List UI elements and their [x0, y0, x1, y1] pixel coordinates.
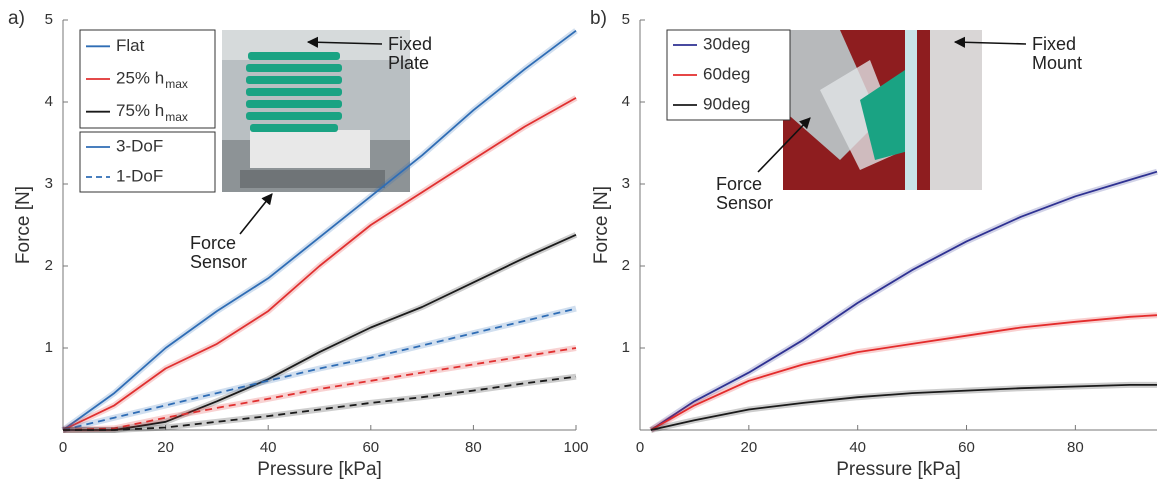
- y-tick-label: 5: [622, 11, 630, 28]
- photo-a: [222, 30, 410, 192]
- series-line: [63, 375, 577, 431]
- legend-label: 3-DoF: [116, 136, 163, 155]
- x-tick-label: 40: [260, 439, 277, 456]
- x-tick-label: 60: [958, 439, 975, 456]
- annotation-arrow: [757, 117, 811, 173]
- x-axis-label: Pressure [kPa]: [257, 459, 382, 480]
- y-tick-label: 3: [45, 175, 53, 192]
- legend-label: 90deg: [703, 94, 750, 113]
- legend-label: 30deg: [703, 34, 750, 53]
- x-tick-label: 0: [636, 439, 644, 456]
- x-tick-label: 80: [465, 439, 482, 456]
- y-tick-label: 2: [45, 257, 53, 274]
- y-tick-label: 4: [45, 93, 53, 110]
- annotation: Mount: [1032, 53, 1082, 73]
- series-line: [62, 29, 577, 431]
- annotation: Force: [190, 233, 236, 253]
- legend-subscript: max: [165, 110, 188, 124]
- panel-label: b): [590, 8, 607, 29]
- legend-label: 60deg: [703, 64, 750, 83]
- legend-label: 1-DoF: [116, 166, 163, 185]
- annotation: Fixed: [1032, 34, 1076, 54]
- legend-subscript: max: [165, 77, 188, 91]
- annotation-arrow: [239, 193, 273, 235]
- x-tick-label: 20: [157, 439, 174, 456]
- annotation: Force: [716, 174, 762, 194]
- y-tick-label: 1: [45, 339, 53, 356]
- x-axis-label: Pressure [kPa]: [836, 459, 961, 480]
- y-tick-label: 2: [622, 257, 630, 274]
- annotation: Sensor: [190, 252, 247, 272]
- y-axis-label: Force [N]: [591, 186, 612, 264]
- photo-b: [783, 30, 982, 190]
- series-line: [62, 347, 577, 431]
- annotation-arrow: [953, 36, 1027, 48]
- series-line: [650, 314, 1158, 431]
- x-tick-label: 60: [362, 439, 379, 456]
- annotation: Fixed: [388, 34, 432, 54]
- annotation: Sensor: [716, 193, 773, 213]
- y-axis-label: Force [N]: [13, 186, 34, 264]
- x-tick-label: 40: [849, 439, 866, 456]
- y-tick-label: 5: [45, 11, 53, 28]
- x-tick-label: 0: [59, 439, 67, 456]
- series-line: [62, 97, 577, 431]
- series-line: [650, 170, 1158, 431]
- series-line: [62, 307, 577, 431]
- annotation: Plate: [388, 53, 429, 73]
- legend-label: 75% h: [116, 101, 164, 120]
- y-tick-label: 3: [622, 175, 630, 192]
- annotation-arrow: [306, 36, 383, 48]
- x-tick-label: 80: [1067, 439, 1084, 456]
- y-tick-label: 1: [622, 339, 630, 356]
- panel-label: a): [8, 8, 25, 29]
- legend-box: [79, 131, 216, 193]
- y-tick-label: 4: [622, 93, 630, 110]
- legend-label: Flat: [116, 36, 145, 55]
- x-tick-label: 20: [740, 439, 757, 456]
- series-line: [63, 233, 577, 431]
- legend-label: 25% h: [116, 68, 164, 87]
- series-line: [650, 384, 1157, 431]
- x-tick-label: 100: [563, 439, 588, 456]
